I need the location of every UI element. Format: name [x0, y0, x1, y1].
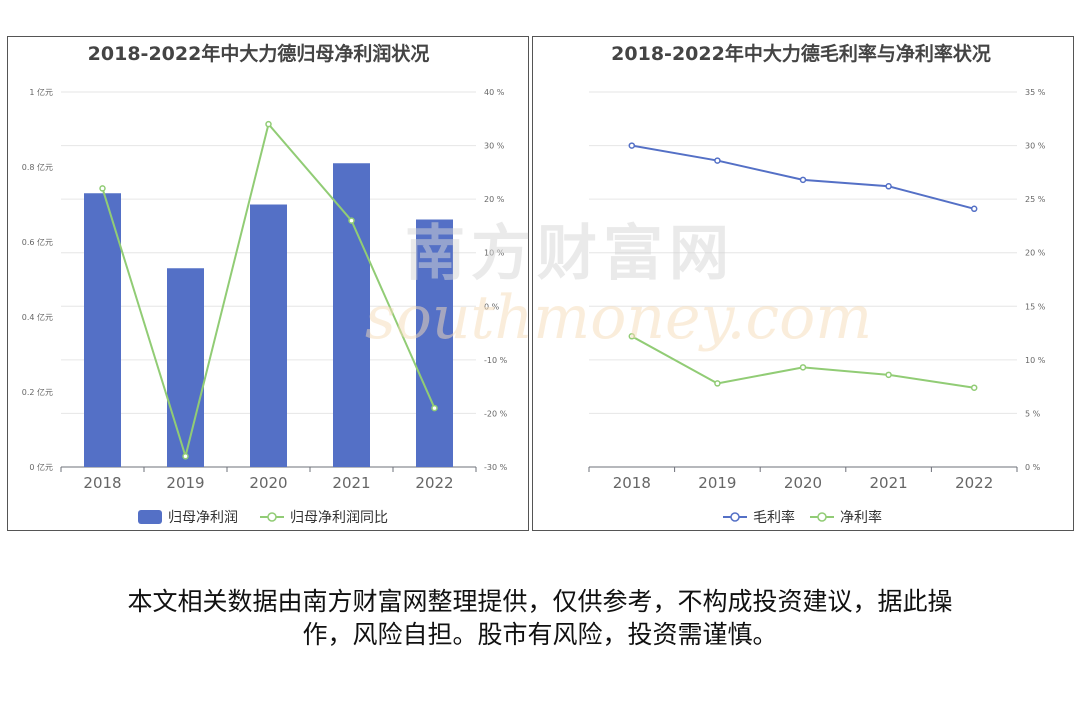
x-tick-label: 2020: [784, 474, 822, 492]
x-tick-label: 2021: [332, 474, 370, 492]
legend-line-marker: [817, 512, 827, 522]
line-point: [265, 120, 272, 128]
bar: [416, 219, 453, 467]
x-tick-label: 2022: [955, 474, 993, 492]
y-right-tick-label: 0 %: [484, 302, 500, 311]
bar: [333, 163, 370, 467]
y-right-tick-label: 10 %: [1025, 356, 1046, 365]
legend-line-marker: [267, 512, 277, 522]
y-right-tick-label: 40 %: [484, 88, 505, 97]
bar: [250, 204, 287, 467]
line-point: [99, 185, 106, 192]
line-series: [631, 335, 975, 389]
right-chart-panel: 2018-2022年中大力德毛利率与净利率状况 0 % 5 % 10 % 15 % 20 …: [532, 36, 1074, 531]
y-left-tick-label: 0 亿元: [29, 462, 53, 472]
legend-bar-swatch: [138, 510, 162, 524]
y-left-tick-label: 0.8 亿元: [22, 162, 53, 172]
line-point: [431, 404, 438, 412]
y-right-tick-label: 5 %: [1025, 409, 1041, 418]
disclaimer-text: 本文相关数据由南方财富网整理提供，仅供参考，不构成投资建议，据此操 作，风险自担…: [60, 585, 1020, 651]
line-point: [714, 157, 721, 164]
legend-bar-label: 归母净利润: [168, 509, 238, 526]
line-point: [348, 217, 355, 224]
y-right-tick-label: 20 %: [484, 195, 505, 204]
y-right-tick-label: 10 %: [484, 249, 505, 258]
line-point: [885, 183, 892, 190]
x-tick-label: 2020: [249, 474, 287, 492]
x-tick-label: 2022: [415, 474, 453, 492]
line-point: [970, 205, 978, 213]
y-right-tick-label: -30 %: [484, 463, 508, 472]
x-tick-label: 2019: [166, 474, 204, 492]
x-tick-label: 2018: [613, 474, 651, 492]
y-right-tick-label: 0 %: [1025, 463, 1041, 472]
y-right-tick-label: 30 %: [484, 142, 505, 151]
margin-chart: 2018-2022年中大力德毛利率与净利率状况 0 % 5 % 10 % 15 % 20 …: [588, 42, 1046, 526]
chart-title: 2018-2022年中大力德毛利率与净利率状况: [611, 42, 991, 65]
line-point: [628, 142, 636, 149]
legend-line-label: 净利率: [840, 509, 882, 526]
line-point: [799, 364, 807, 371]
y-right-tick-label: -20 %: [484, 409, 508, 418]
legend-line-label: 毛利率: [753, 509, 795, 526]
line-point: [970, 384, 978, 391]
y-right-tick-label: 25 %: [1025, 195, 1046, 204]
left-chart-panel: 2018-2022年中大力德归母净利润状况 -30 % -20 % -10 % 0 % 1…: [7, 36, 529, 531]
x-tick-label: 2021: [870, 474, 908, 492]
y-left-tick-label: 0.2 亿元: [22, 387, 53, 397]
net-profit-chart: 2018-2022年中大力德归母净利润状况 -30 % -20 % -10 % 0 % 1…: [22, 42, 508, 526]
legend-line-label: 归母净利润同比: [290, 509, 388, 526]
line-point: [628, 333, 636, 340]
y-right-tick-label: -10 %: [484, 356, 508, 365]
disclaimer-line-1: 本文相关数据由南方财富网整理提供，仅供参考，不构成投资建议，据此操: [127, 587, 953, 616]
y-right-tick-label: 20 %: [1025, 249, 1046, 258]
y-left-tick-label: 0.4 亿元: [22, 312, 53, 322]
y-right-tick-label: 15 %: [1025, 302, 1046, 311]
x-tick-label: 2018: [83, 474, 121, 492]
disclaimer-line-2: 作，风险自担。股市有风险，投资需谨慎。: [302, 620, 778, 649]
bar: [167, 268, 204, 467]
line-point: [182, 453, 189, 460]
legend-line-marker: [730, 512, 740, 522]
y-left-tick-label: 1 亿元: [29, 87, 53, 97]
x-tick-label: 2019: [698, 474, 736, 492]
y-right-tick-label: 30 %: [1025, 142, 1046, 151]
bar: [84, 193, 121, 467]
y-left-tick-label: 0.6 亿元: [22, 237, 53, 247]
line-point: [714, 380, 721, 387]
y-right-tick-label: 35 %: [1025, 88, 1046, 97]
line-point: [799, 176, 807, 184]
chart-title: 2018-2022年中大力德归母净利润状况: [88, 42, 430, 65]
line-point: [885, 371, 892, 379]
